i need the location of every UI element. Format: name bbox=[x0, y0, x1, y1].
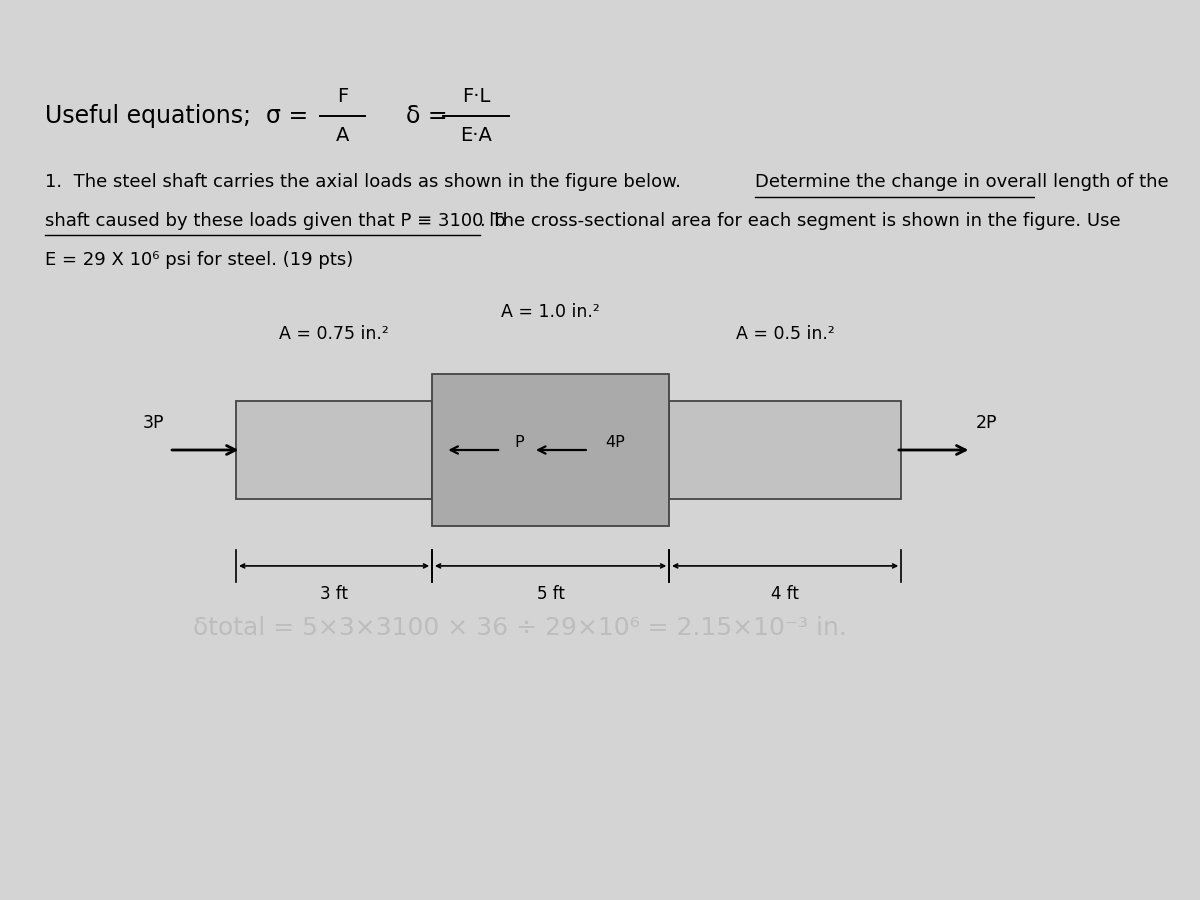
Text: A: A bbox=[336, 126, 349, 145]
Text: 2P: 2P bbox=[976, 414, 997, 432]
Bar bbox=[432, 374, 670, 526]
Text: 3 ft: 3 ft bbox=[320, 585, 348, 603]
Text: Determine the change in overall length of the: Determine the change in overall length o… bbox=[755, 174, 1169, 192]
Text: P: P bbox=[515, 436, 524, 450]
Text: . The cross-sectional area for each segment is shown in the figure. Use: . The cross-sectional area for each segm… bbox=[480, 212, 1121, 230]
Text: Useful equations;  σ =: Useful equations; σ = bbox=[46, 104, 316, 128]
Text: shaft caused by these loads given that P ≡ 3100 lb: shaft caused by these loads given that P… bbox=[46, 212, 506, 230]
Text: A = 0.5 in.²: A = 0.5 in.² bbox=[736, 325, 834, 343]
Text: F: F bbox=[337, 86, 348, 105]
Text: 1.  The steel shaft carries the axial loads as shown in the figure below.: 1. The steel shaft carries the axial loa… bbox=[46, 174, 692, 192]
Text: 5 ft: 5 ft bbox=[536, 585, 564, 603]
Text: δ =: δ = bbox=[391, 104, 455, 128]
Text: F·L: F·L bbox=[462, 86, 491, 105]
Bar bbox=[670, 401, 901, 499]
Text: 4 ft: 4 ft bbox=[772, 585, 799, 603]
Text: A = 1.0 in.²: A = 1.0 in.² bbox=[502, 302, 600, 320]
Text: E = 29 X 10⁶ psi for steel. (19 pts): E = 29 X 10⁶ psi for steel. (19 pts) bbox=[46, 251, 354, 269]
Text: E·A: E·A bbox=[461, 126, 492, 145]
Bar bbox=[236, 401, 432, 499]
Text: 4P: 4P bbox=[606, 436, 625, 450]
Text: A = 0.75 in.²: A = 0.75 in.² bbox=[280, 325, 389, 343]
Text: δtotal = 5×3×3100 × 36 ÷ 29×10⁶ = 2.15×10⁻³ in.: δtotal = 5×3×3100 × 36 ÷ 29×10⁶ = 2.15×1… bbox=[193, 616, 847, 640]
Text: 3P: 3P bbox=[143, 414, 164, 432]
